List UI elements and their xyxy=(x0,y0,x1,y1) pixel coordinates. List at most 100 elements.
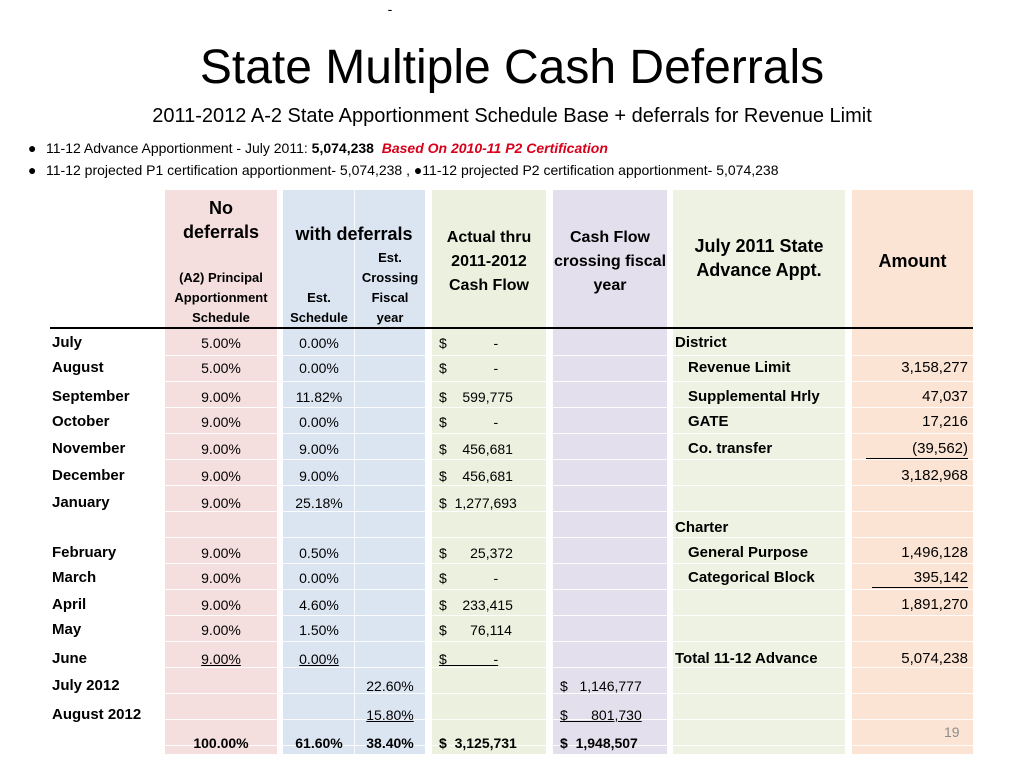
bullet-amount: 5,074,238 xyxy=(311,140,374,156)
cell-no-deferrals: 9.00% xyxy=(201,651,241,667)
cell-actual: $ - xyxy=(439,360,499,376)
categorical-amount: 395,142 xyxy=(872,569,968,588)
cell-no-deferrals: 9.00% xyxy=(201,468,241,484)
row-month-label: March xyxy=(52,569,97,586)
header-principal-schedule: (A2) Principal Apportionment Schedule xyxy=(174,270,268,325)
cell-est-schedule: 25.18% xyxy=(295,495,343,511)
header-actual: Actual thru 2011-2012 Cash Flow xyxy=(446,229,532,294)
total-actual: $ 3,125,731 xyxy=(439,735,517,751)
cell-actual: $ - xyxy=(439,414,499,430)
row-month-label: August 2012 xyxy=(52,706,142,723)
column-divider xyxy=(354,190,355,754)
cell-no-deferrals: 9.00% xyxy=(201,414,241,430)
bullet-item: ● 11-12 projected P1 certification apport… xyxy=(28,159,1018,181)
row-month-label: April xyxy=(52,596,87,613)
bullet-item: ● 11-12 Advance Apportionment - July 2011… xyxy=(28,137,1018,159)
cell-actual: $ 456,681 xyxy=(439,441,513,457)
cell-no-deferrals: 9.00% xyxy=(201,597,241,613)
page-number: 19 xyxy=(944,724,960,740)
cell-actual: $ 25,372 xyxy=(439,545,513,561)
bullet-list: ● 11-12 Advance Apportionment - July 2011… xyxy=(28,137,1018,181)
cell-actual: $ 456,681 xyxy=(439,468,513,484)
cell-est-crossing: 22.60% xyxy=(366,678,414,694)
cell-no-deferrals: 5.00% xyxy=(201,335,241,351)
cell-est-schedule: 4.60% xyxy=(299,597,339,613)
district-total: 3,182,968 xyxy=(901,467,968,484)
cell-est-schedule: 0.00% xyxy=(299,414,339,430)
supplemental-amount: 47,037 xyxy=(922,388,968,405)
header-no-deferrals: No deferrals xyxy=(182,198,260,242)
co-transfer-label: Co. transfer xyxy=(688,440,773,457)
header-cash-flow: Cash Flow crossing fiscal year xyxy=(553,229,667,294)
cell-actual: $ 76,114 xyxy=(439,622,512,638)
cell-no-deferrals: 9.00% xyxy=(201,495,241,511)
cell-cash-flow: $ 801,730 xyxy=(560,707,642,723)
row-month-label: August xyxy=(52,359,104,376)
categorical-label: Categorical Block xyxy=(688,569,815,586)
total-est-crossing: 38.40% xyxy=(366,735,414,751)
row-month-label: January xyxy=(52,494,110,511)
bullet-note: Based On 2010-11 P2 Certification xyxy=(381,140,608,156)
cell-actual: $ - xyxy=(439,651,499,667)
cell-actual: $ 1,277,693 xyxy=(439,495,517,511)
header-advance: July 2011 State Advance Appt. xyxy=(694,236,824,280)
row-month-label: December xyxy=(52,467,125,484)
header-est-schedule: Est. Schedule xyxy=(290,290,348,325)
district-label: District xyxy=(675,334,727,351)
cell-actual: $ - xyxy=(439,335,499,351)
co-transfer-amount: (39,562) xyxy=(866,440,968,459)
cell-est-schedule: 0.00% xyxy=(299,651,339,667)
cell-est-schedule: 9.00% xyxy=(299,468,339,484)
cell-actual: $ - xyxy=(439,570,499,586)
cell-cash-flow: $ 1,146,777 xyxy=(560,678,642,694)
slide-title: State Multiple Cash Deferrals xyxy=(199,41,825,94)
cell-no-deferrals: 9.00% xyxy=(201,389,241,405)
cell-est-schedule: 1.50% xyxy=(299,622,339,638)
charter-label: Charter xyxy=(675,519,729,536)
cell-actual: $ 233,415 xyxy=(439,597,513,613)
cell-no-deferrals: 9.00% xyxy=(201,441,241,457)
row-gridlines xyxy=(165,330,973,754)
gate-label: GATE xyxy=(688,413,729,430)
cell-no-deferrals: 5.00% xyxy=(201,360,241,376)
charter-total: 1,891,270 xyxy=(901,596,968,613)
header-amount: Amount xyxy=(878,251,947,271)
row-month-label: May xyxy=(52,621,82,638)
cell-est-schedule: 0.00% xyxy=(299,335,339,351)
cell-est-crossing: 15.80% xyxy=(366,707,414,723)
cell-est-schedule: 0.50% xyxy=(299,545,339,561)
row-month-label: October xyxy=(52,413,110,430)
cell-est-schedule: 11.82% xyxy=(295,389,343,405)
supplemental-label: Supplemental Hrly xyxy=(688,388,820,405)
general-purpose-label: General Purpose xyxy=(688,544,809,561)
revenue-limit-amount: 3,158,277 xyxy=(901,359,968,376)
cell-no-deferrals: 9.00% xyxy=(201,545,241,561)
slide-subtitle: 2011-2012 A-2 State Apportionment Schedu… xyxy=(152,105,872,127)
gate-amount: 17,216 xyxy=(922,413,968,430)
header-est-crossing: Est. Crossing Fiscal year xyxy=(361,250,419,325)
cell-est-schedule: 0.00% xyxy=(299,360,339,376)
row-month-label: June xyxy=(52,650,88,667)
cell-est-schedule: 9.00% xyxy=(299,441,339,457)
general-purpose-amount: 1,496,128 xyxy=(901,544,968,561)
revenue-limit-label: Revenue Limit xyxy=(688,359,791,376)
total-cash-flow: $ 1,948,507 xyxy=(560,735,638,751)
total-no-deferrals: 100.00% xyxy=(193,735,249,751)
row-month-label: September xyxy=(52,388,130,405)
cell-no-deferrals: 9.00% xyxy=(201,622,241,638)
row-month-label: February xyxy=(52,544,117,561)
cell-est-crossing: - xyxy=(387,1,393,17)
row-month-label: July 2012 xyxy=(52,677,120,694)
header-rule xyxy=(50,327,973,329)
cell-actual: $ 599,775 xyxy=(439,389,513,405)
header-with-deferrals: with deferrals xyxy=(295,224,413,244)
bullet-text: 11-12 Advance Apportionment - July 2011: xyxy=(46,140,312,156)
bullet-icon: ● xyxy=(28,140,37,156)
cell-est-schedule: 0.00% xyxy=(299,570,339,586)
total-advance-amount: 5,074,238 xyxy=(901,650,968,667)
total-advance-label: Total 11-12 Advance xyxy=(675,650,818,667)
row-month-label: July xyxy=(52,334,83,351)
bullet-text: 11-12 projected P1 certification apporti… xyxy=(46,162,779,178)
total-est-schedule: 61.60% xyxy=(295,735,343,751)
row-month-label: November xyxy=(52,440,126,457)
